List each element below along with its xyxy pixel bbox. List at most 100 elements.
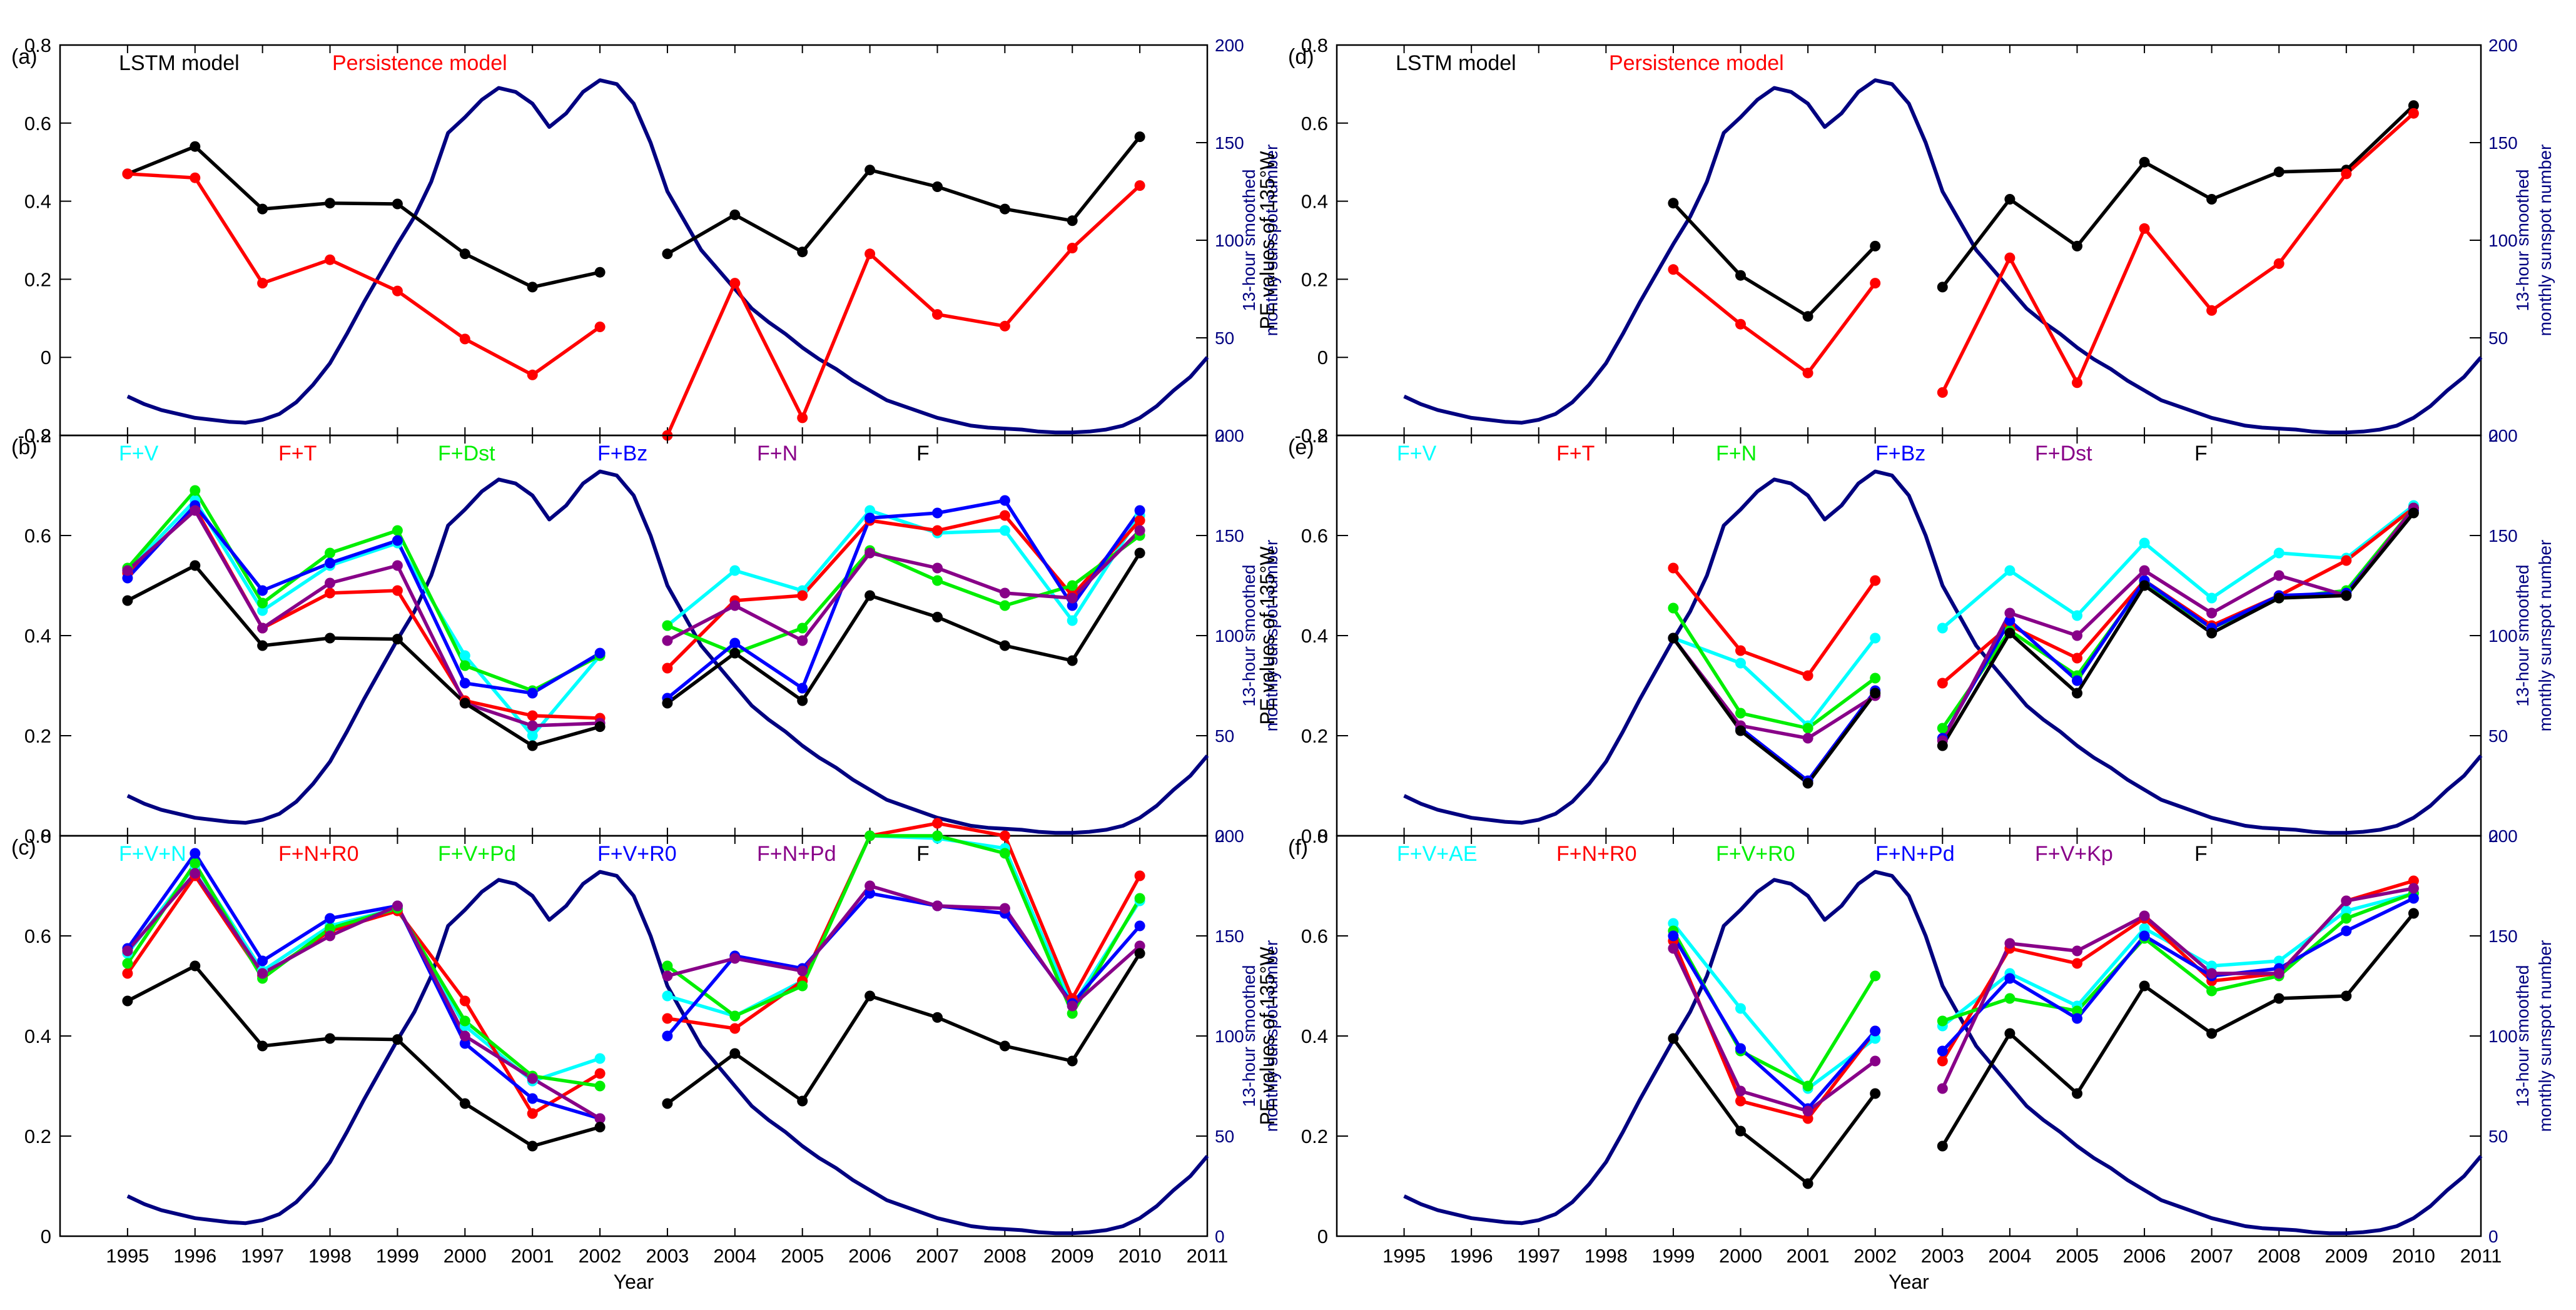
data-point [1067,655,1078,666]
data-point [1067,580,1078,591]
data-point [932,507,943,519]
legend-label: F [916,442,930,465]
data-point [594,1068,606,1079]
x-tick-label: 1996 [1450,1245,1493,1267]
data-point [2072,630,2082,641]
y-tick-label: 0 [41,1226,51,1247]
data-point [865,165,876,176]
panel-label: (b) [11,435,38,459]
y-tick-label: 0.4 [1301,1025,1328,1047]
legend-label: F+N [757,442,798,465]
data-point [1802,733,1813,744]
data-point [122,572,133,584]
data-point [1134,948,1145,959]
data-point [2206,1028,2218,1039]
data-point [2341,555,2352,566]
x-tick-label: 2003 [1921,1245,1964,1267]
data-point [527,688,538,699]
legend-label: F+V+AE [1397,842,1478,866]
data-point [325,577,335,589]
y-tick-label: 0.6 [24,113,51,135]
data-point [2341,925,2352,937]
x-tick-label: 2001 [511,1245,554,1267]
y-tick-label: 0.4 [24,1025,51,1047]
series-line-LSTM model [1941,104,2415,288]
data-point [797,635,808,646]
data-point [662,635,673,646]
data-point [2139,980,2150,992]
legend-label: F+N+Pd [757,842,836,866]
data-point [527,1073,538,1084]
data-point [729,600,741,611]
legend-label: F+N [1716,442,1757,465]
data-point [1668,930,1679,942]
data-point [2341,913,2352,924]
data-point [999,1040,1010,1052]
data-point [257,605,268,616]
x-tick-label: 2000 [1719,1245,1762,1267]
data-point [325,198,335,209]
data-point [1870,1055,1881,1067]
y-tick-label: 0 [1317,1226,1328,1247]
data-point [527,369,538,380]
data-point [1937,1045,1948,1057]
legend-label: F+V [119,442,159,465]
data-point [190,505,201,516]
data-point [1735,318,1746,330]
x-tick-label: 2011 [1187,1245,1229,1267]
panel-c: 1995 1996 1997 1998 1999 2000 2001 2002 2003 2004… [0,818,1281,1293]
data-point [729,1023,741,1034]
ssn-tick-label: 150 [1215,927,1244,946]
data-point [190,848,201,859]
series-line-F+N+R0 [1671,940,1877,1120]
ssn-tick-label: 50 [1215,1127,1234,1146]
data-point [1735,708,1746,719]
series-line-Persistence model [1672,268,1877,375]
data-point [797,1095,808,1107]
data-point [325,557,335,569]
x-tick-label: 2000 [444,1245,487,1267]
ssn-line [126,78,1209,435]
series-line-F+V+Pd [126,861,601,1088]
data-point [2139,565,2150,576]
data-point [257,278,268,289]
x-tick-label: 2008 [2258,1245,2301,1267]
data-point [122,945,133,957]
legend-label: Persistence model [1609,51,1784,75]
data-point [1870,1088,1881,1099]
data-point [122,168,133,180]
data-point [1870,673,1881,684]
y-tick-label: 0.6 [1301,925,1328,947]
data-point [1870,688,1881,699]
data-point [257,955,268,967]
y-tick-label: 0.6 [1301,113,1328,135]
data-point [459,1098,470,1109]
data-point [932,181,943,192]
series-line-Persistence model [666,184,1141,437]
data-point [729,565,741,576]
data-point [797,980,808,992]
data-point [1668,562,1679,574]
data-point [1067,1000,1078,1012]
ssn-tick-label: 100 [2488,231,2518,250]
data-point [1134,131,1145,143]
data-point [1735,1095,1746,1107]
legend-label: F+V [1397,442,1437,465]
data-point [2206,968,2218,979]
ssn-tick-label: 0 [1215,1227,1225,1246]
data-point [1067,615,1078,626]
data-point [2206,592,2218,604]
data-point [1067,1008,1078,1019]
y-tick-label: 0.2 [1301,268,1328,290]
data-point [797,695,808,706]
series-line-F+Bz [1671,637,1877,783]
ssn-axis-label: monthly sunspot number [1262,145,1281,337]
legend-label: F+N+R0 [278,842,359,866]
data-point [2004,607,2016,619]
data-point [932,309,943,320]
data-point [999,495,1010,506]
legend-label: LSTM model [119,51,240,75]
data-point [1870,1033,1881,1044]
y-tick-label: 0 [41,825,51,847]
